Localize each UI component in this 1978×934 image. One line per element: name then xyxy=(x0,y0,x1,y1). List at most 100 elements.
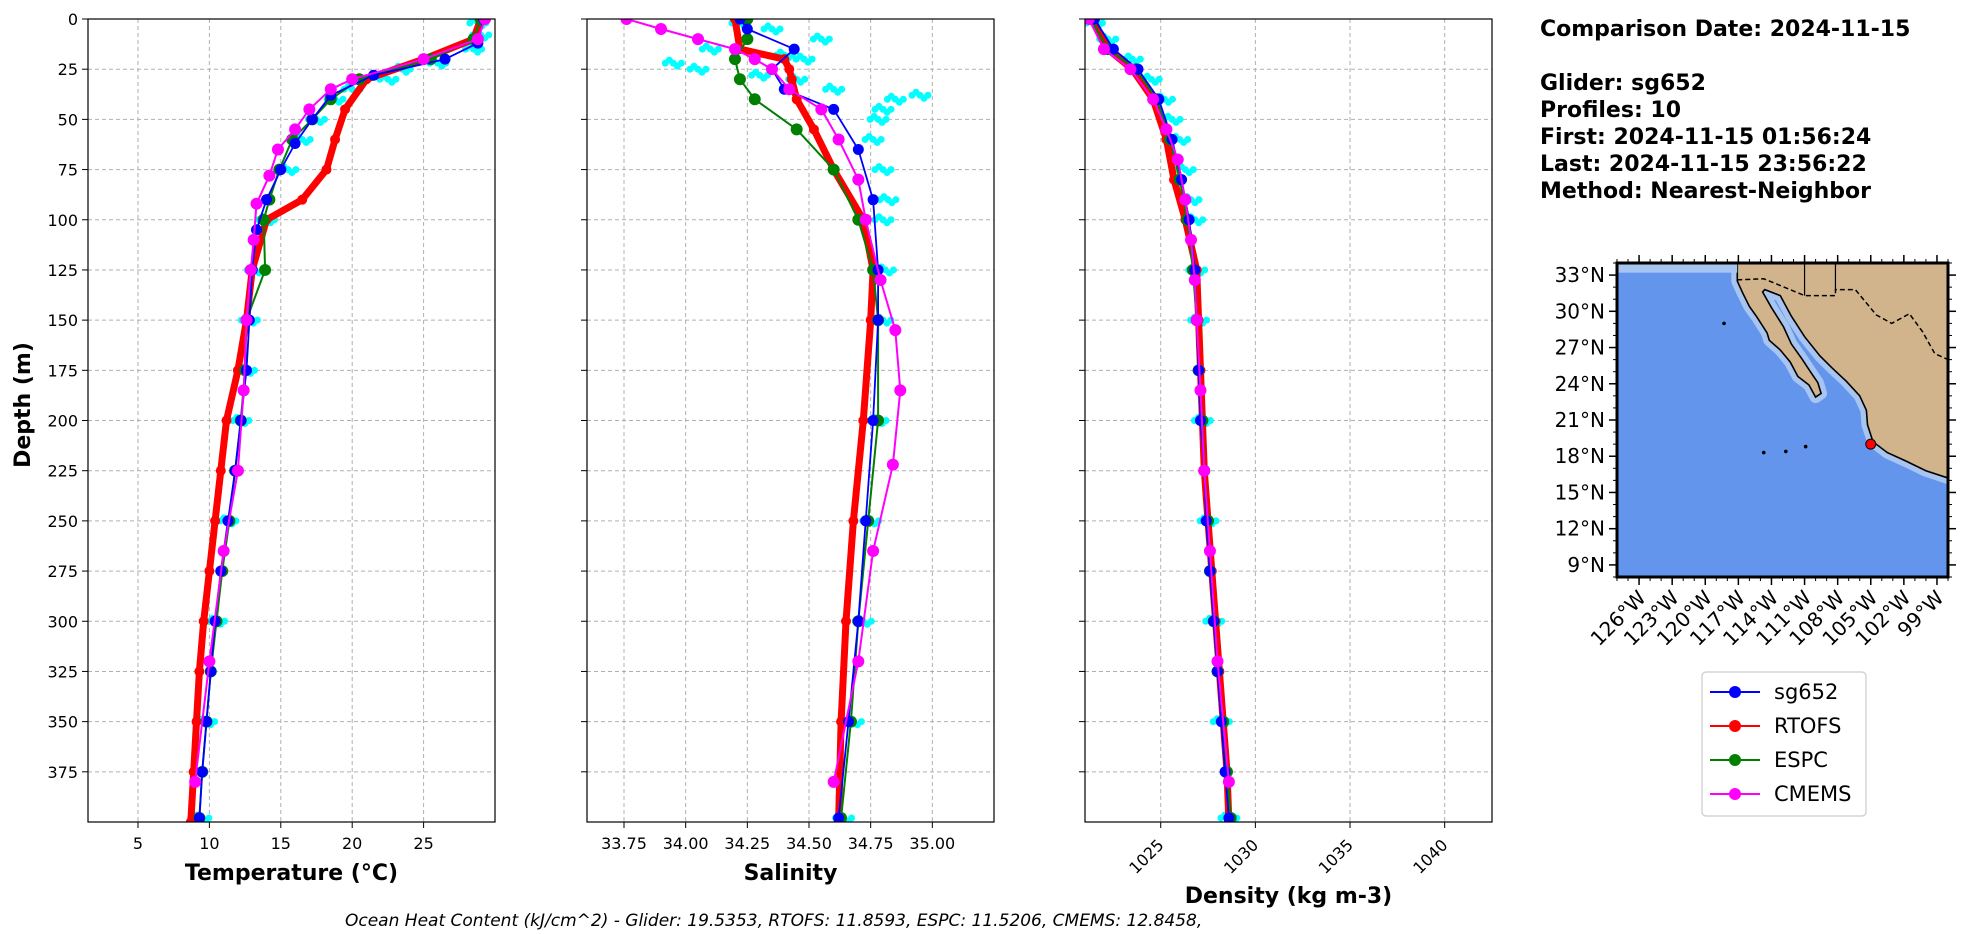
series-point-cmems xyxy=(1194,384,1207,397)
series-point-cmems xyxy=(1185,233,1198,246)
series-point-cmems xyxy=(479,19,492,25)
raw-point xyxy=(889,266,897,274)
last-time: Last: 2024-11-15 23:56:22 xyxy=(1540,152,1867,177)
raw-point xyxy=(825,35,833,43)
raw-point xyxy=(1136,55,1144,63)
series-point-cmems xyxy=(832,133,845,146)
series-point-cmems xyxy=(324,83,337,96)
series-point-cmems xyxy=(1179,193,1192,206)
raw-point xyxy=(882,417,890,424)
x-tick-label: 34.75 xyxy=(848,834,894,853)
panel-3: 1025 1030 1035 1040 Density (kg m-3) xyxy=(1079,18,1493,909)
series-point-rtofs xyxy=(210,515,221,526)
series-point-cmems xyxy=(1085,19,1095,25)
legend-marker-sg652 xyxy=(1729,686,1741,698)
series-point-rtofs xyxy=(204,566,215,577)
series-point-cmems xyxy=(894,384,907,397)
legend-label-espc: ESPC xyxy=(1774,748,1828,772)
series-point-cmems xyxy=(729,43,741,56)
series-point-cmems xyxy=(263,169,276,182)
raw-point xyxy=(867,617,875,625)
raw-point xyxy=(887,166,895,174)
legend-label-rtofs: RTOFS xyxy=(1774,714,1841,738)
series-point-cmems xyxy=(240,314,253,327)
raw-point xyxy=(392,75,400,83)
y-tick-label: 200 xyxy=(47,412,78,431)
series-point-sg652 xyxy=(222,515,234,527)
legend-marker-espc xyxy=(1729,754,1741,766)
y-tick-label: 25 xyxy=(58,60,78,79)
y-tick-label: 275 xyxy=(47,562,78,581)
raw-point xyxy=(1169,95,1177,103)
series-point-sg652 xyxy=(275,164,287,176)
panel-1: 0 25 50 75 100 125 150 175 200 225 250 275 300 325 350… xyxy=(47,10,496,886)
x-tick-label: 15 xyxy=(271,834,291,853)
legend-box xyxy=(1701,671,1867,817)
map-lat-label: 18°N xyxy=(1555,444,1605,468)
series-point-cmems xyxy=(852,173,865,186)
raw-point xyxy=(221,617,229,625)
series-point-rtofs xyxy=(221,415,232,426)
series-point-cmems xyxy=(303,103,316,116)
raw-point xyxy=(1155,75,1163,83)
x-tick-label: 33.75 xyxy=(601,834,647,853)
ocean-heat-content-footer: Ocean Heat Content (kJ/cm^2) - Glider: 1… xyxy=(345,911,1202,931)
panel-2: 33.75 34.00 34.25 34.50 34.75 35.00 Salinity xyxy=(581,18,995,886)
series-point-cmems xyxy=(1222,775,1235,788)
map-lat-label: 24°N xyxy=(1555,372,1605,396)
series-point-sg652 xyxy=(788,43,800,55)
series-point-sg652 xyxy=(734,19,746,25)
series-point-rtofs xyxy=(791,94,802,105)
series-point-espc xyxy=(259,263,272,276)
series-point-cmems xyxy=(1211,655,1224,668)
axes-frame xyxy=(1084,18,1493,823)
map-lat-label: 27°N xyxy=(1555,336,1605,360)
raw-point xyxy=(1199,216,1207,224)
raw-point xyxy=(1195,196,1203,204)
island xyxy=(1722,321,1726,326)
y-tick-label: 325 xyxy=(47,662,78,681)
raw-point xyxy=(857,718,865,726)
island xyxy=(1803,444,1808,449)
x-tick-label: 25 xyxy=(413,834,433,853)
info-panel: Comparison Date: 2024-11-15 Glider: sg65… xyxy=(1540,17,1910,204)
profile-panels: 0 25 50 75 100 125 150 175 200 225 250 275 300 325 350… xyxy=(47,10,1493,909)
raw-point xyxy=(702,65,710,73)
plot-area xyxy=(185,19,493,822)
x-tick-label: 20 xyxy=(342,834,362,853)
y-axis-label: Depth (m) xyxy=(11,342,36,468)
y-tick-label: 0 xyxy=(68,10,78,29)
series-point-sg652 xyxy=(196,766,208,778)
series-point-espc xyxy=(733,73,746,86)
series-point-cmems xyxy=(867,544,880,557)
series-point-sg652 xyxy=(439,53,451,65)
x-tick-label: 1035 xyxy=(1315,835,1357,877)
y-tick-label: 150 xyxy=(47,311,78,330)
raw-point xyxy=(882,115,890,123)
raw-point xyxy=(924,91,932,99)
series-point-rtofs xyxy=(848,515,859,526)
series-point-rtofs xyxy=(786,74,797,85)
legend-marker-cmems xyxy=(1729,788,1741,800)
x-tick-label: 5 xyxy=(133,834,143,853)
raw-point xyxy=(838,85,846,93)
y-tick-label: 75 xyxy=(58,161,78,180)
raw-point xyxy=(339,95,347,103)
series-point-cmems xyxy=(1160,123,1173,136)
series-line-cmems xyxy=(626,19,902,783)
raw-point xyxy=(899,95,907,103)
legend-label-cmems: CMEMS xyxy=(1774,782,1852,806)
axes-frame xyxy=(87,18,496,823)
series-point-rtofs xyxy=(185,817,196,822)
map-lat-label: 21°N xyxy=(1555,408,1605,432)
y-tick-label: 375 xyxy=(47,763,78,782)
series-point-sg652 xyxy=(1107,43,1119,55)
series-line-espc xyxy=(734,19,880,819)
series-point-rtofs xyxy=(198,616,209,627)
series-point-sg652 xyxy=(872,314,884,326)
y-tick-label: 225 xyxy=(47,462,78,481)
y-tick-label: 175 xyxy=(47,361,78,380)
x-tick-label: 35.00 xyxy=(909,834,955,853)
raw-point xyxy=(1184,135,1192,143)
series-point-sg652 xyxy=(289,137,301,149)
